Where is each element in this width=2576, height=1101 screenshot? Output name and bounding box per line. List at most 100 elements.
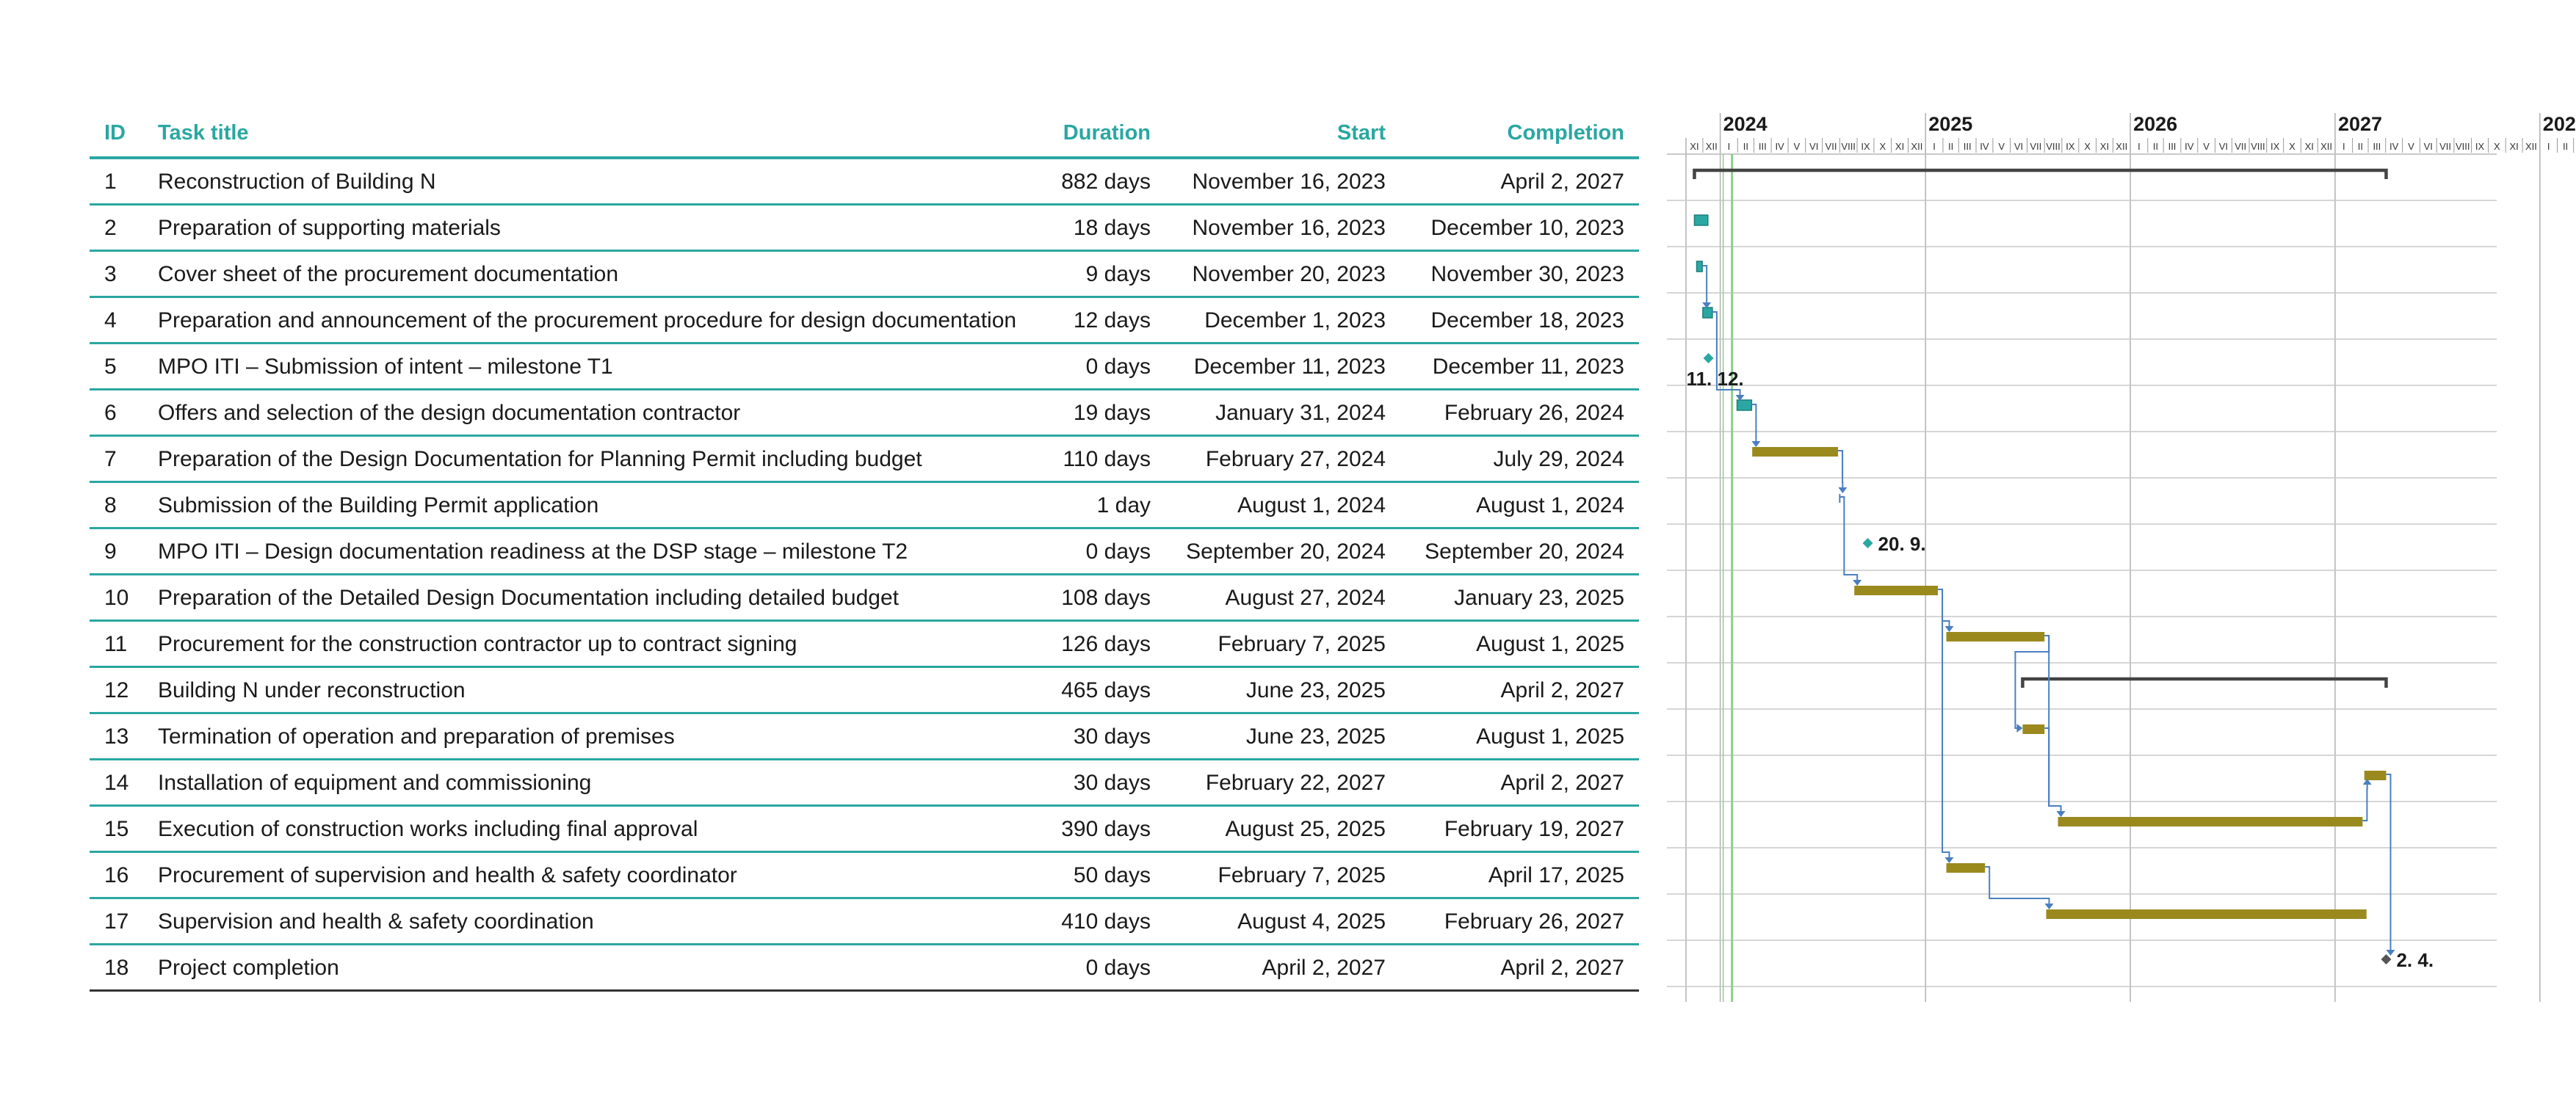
row-completion: November 30, 2023 (1430, 262, 1625, 286)
month-label: VII (2439, 141, 2451, 152)
table-row[interactable]: 4 Preparation and announcement of the pro… (90, 298, 1639, 344)
table-row[interactable]: 7 Preparation of the Design Documentation… (90, 437, 1639, 483)
row-start: August 4, 2025 (1237, 909, 1386, 934)
table-row[interactable]: 5 MPO ITI – Submission of intent – milest… (90, 344, 1639, 390)
table-row[interactable]: 2 Preparation of supporting materials 18 d… (90, 206, 1639, 252)
header-id[interactable]: ID (104, 121, 126, 145)
month-label: V (2408, 141, 2414, 152)
dependency-link (1938, 589, 1950, 631)
month-label: VI (2424, 141, 2433, 152)
month-label: III (2168, 141, 2177, 152)
row-completion: July 29, 2024 (1493, 447, 1624, 471)
year-label: 2024 (1723, 113, 1768, 135)
month-label: VII (2235, 141, 2246, 152)
table-row[interactable]: 11 Procurement for the construction contr… (90, 622, 1639, 668)
task-table: ID Task title Duration Start Completion … (90, 114, 1639, 992)
table-row[interactable]: 18 Project completion 0 days April 2, 2027 A… (90, 945, 1639, 992)
row-id: 11 (104, 632, 128, 656)
table-row[interactable]: 3 Cover sheet of the procurement document… (90, 252, 1639, 298)
row-task-title: MPO ITI – Design documentation readiness… (158, 539, 908, 564)
row-start: August 27, 2024 (1225, 586, 1386, 610)
row-completion: August 1, 2025 (1476, 632, 1624, 656)
dependency-arrow (1944, 857, 1954, 863)
row-duration: 0 days (1085, 355, 1151, 379)
header-task-title[interactable]: Task title (158, 121, 249, 145)
month-label: IX (2475, 141, 2485, 152)
month-label: IV (1775, 141, 1784, 152)
table-row[interactable]: 17 Supervision and health & safety coordi… (90, 899, 1639, 945)
month-label: VIII (2046, 141, 2061, 152)
month-label: XI (2305, 141, 2314, 152)
row-start: June 23, 2025 (1245, 678, 1386, 702)
row-duration: 108 days (1061, 586, 1151, 610)
task-bar (1946, 632, 2045, 642)
dependency-link (2362, 780, 2368, 821)
milestone-diamond (1862, 538, 1873, 548)
row-id: 3 (104, 262, 117, 286)
row-task-title: Termination of operation and preparation… (158, 724, 675, 749)
month-label: I (1933, 141, 1936, 152)
header-duration[interactable]: Duration (1063, 121, 1151, 145)
row-start: August 1, 2024 (1237, 493, 1386, 517)
row-completion: August 1, 2024 (1476, 493, 1624, 517)
month-label: XII (1911, 141, 1922, 152)
table-row[interactable]: 8 Submission of the Building Permit appli… (90, 483, 1639, 529)
row-id: 5 (104, 355, 117, 379)
month-label: VIII (2251, 141, 2265, 152)
month-label: I (2342, 141, 2345, 152)
row-task-title: Cover sheet of the procurement documenta… (158, 262, 619, 286)
milestone-diamond (2381, 954, 2392, 964)
row-id: 16 (104, 863, 129, 887)
table-header: ID Task title Duration Start Completion (90, 114, 1639, 159)
dependency-arrow (2016, 724, 2023, 733)
month-label: VIII (2456, 141, 2470, 152)
task-bar (1752, 447, 1839, 457)
table-row[interactable]: 15 Execution of construction works includ… (90, 807, 1639, 853)
dependency-link (1839, 496, 1859, 584)
dependency-arrow (2056, 811, 2066, 817)
row-task-title: Preparation of the Detailed Design Docum… (158, 586, 899, 610)
row-duration: 126 days (1061, 632, 1151, 656)
summary-bar (1693, 168, 2388, 179)
row-start: April 2, 2027 (1262, 956, 1386, 980)
row-start: June 23, 2025 (1245, 724, 1386, 749)
row-duration: 0 days (1085, 956, 1151, 980)
table-row[interactable]: 13 Termination of operation and preparati… (90, 714, 1639, 760)
dependency-arrow (1944, 626, 1954, 632)
row-task-title: Procurement of supervision and health & … (158, 863, 737, 887)
milestone-label: 2. 4. (2396, 949, 2434, 971)
header-completion[interactable]: Completion (1507, 121, 1625, 145)
table-row[interactable]: 1 Reconstruction of Building N 882 days Nov… (90, 159, 1639, 206)
header-start[interactable]: Start (1336, 121, 1386, 145)
table-row[interactable]: 14 Installation of equipment and commissi… (90, 760, 1639, 807)
dependency-link (1985, 866, 2050, 908)
task-bar (2364, 771, 2387, 780)
row-duration: 18 days (1073, 216, 1151, 240)
row-duration: 0 days (1085, 539, 1151, 564)
table-row[interactable]: 16 Procurement of supervision and health … (90, 853, 1639, 899)
row-duration: 1 day (1096, 493, 1151, 517)
row-duration: 30 days (1073, 724, 1151, 749)
row-completion: April 2, 2027 (1500, 678, 1624, 702)
month-label: III (2373, 141, 2381, 152)
month-label: IX (2271, 141, 2280, 152)
row-id: 17 (104, 909, 129, 934)
year-label: 2027 (2338, 113, 2382, 135)
row-task-title: Preparation of the Design Documentation … (158, 447, 922, 471)
table-body: 1 Reconstruction of Building N 882 days Nov… (90, 159, 1639, 992)
month-label: X (1879, 141, 1886, 152)
milestone-diamond (1703, 353, 1714, 363)
row-completion: August 1, 2025 (1476, 724, 1624, 749)
row-completion: September 20, 2024 (1425, 539, 1624, 564)
table-row[interactable]: 12 Building N under reconstruction 465 day… (90, 668, 1639, 714)
table-row[interactable]: 9 MPO ITI – Design documentation readines… (90, 529, 1639, 575)
dependency-link (1712, 311, 1741, 399)
table-row[interactable]: 6 Offers and selection of the design docu… (90, 390, 1639, 437)
month-label: II (2358, 141, 2363, 152)
table-row[interactable]: 10 Preparation of the Detailed Design Doc… (90, 575, 1639, 622)
row-completion: December 18, 2023 (1430, 308, 1625, 333)
row-id: 15 (104, 817, 129, 841)
row-start: November 16, 2023 (1192, 216, 1386, 240)
dependency-link (1938, 589, 1950, 862)
